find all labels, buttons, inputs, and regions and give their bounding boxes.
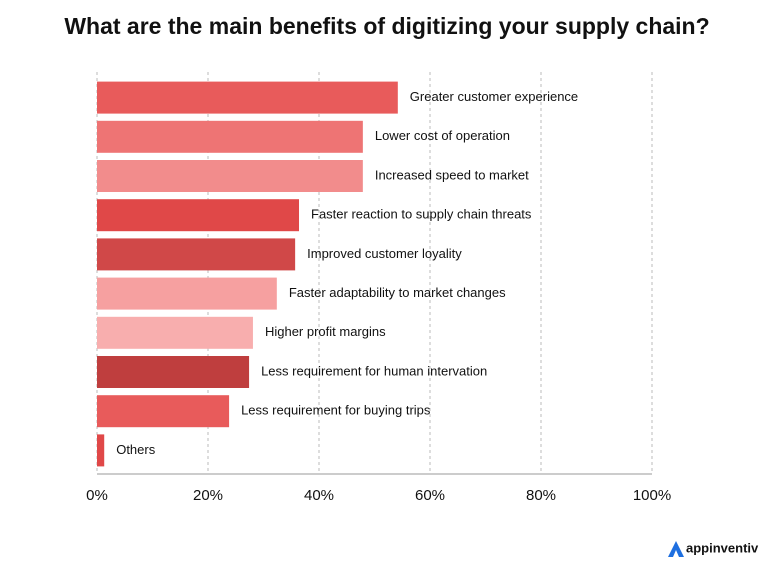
chart-title: What are the main benefits of digitizing… [64,13,709,39]
bar [97,199,300,232]
bar [97,160,363,192]
bar-label: Improved customer loyality [307,246,462,261]
bar [97,277,277,310]
x-tick-label: 100% [633,487,671,504]
bar [97,316,253,349]
bar [97,356,250,388]
bar [97,238,296,271]
brand-logo: appinventiv [668,540,759,557]
bar-label: Others [116,442,156,457]
x-tick-label: 80% [526,487,556,504]
brand-name: appinventiv [686,540,759,555]
bar-label: Greater customer experience [410,89,578,104]
bar-label: Less requirement for human intervation [261,363,487,378]
logo-icon [668,541,684,557]
bar-label: Less requirement for buying trips [241,403,431,418]
bar [97,434,105,467]
x-tick-label: 20% [193,487,223,504]
bar [97,120,363,153]
x-tick-label: 0% [86,487,108,504]
x-tick-label: 60% [415,487,445,504]
bar [97,81,398,114]
bar-label: Faster adaptability to market changes [289,285,506,300]
bar-label: Faster reaction to supply chain threats [311,207,532,222]
bar-label: Increased speed to market [375,167,529,182]
bar-label: Higher profit margins [265,324,386,339]
bar-label: Lower cost of operation [375,128,510,143]
bar [97,395,230,428]
x-tick-label: 40% [304,487,334,504]
